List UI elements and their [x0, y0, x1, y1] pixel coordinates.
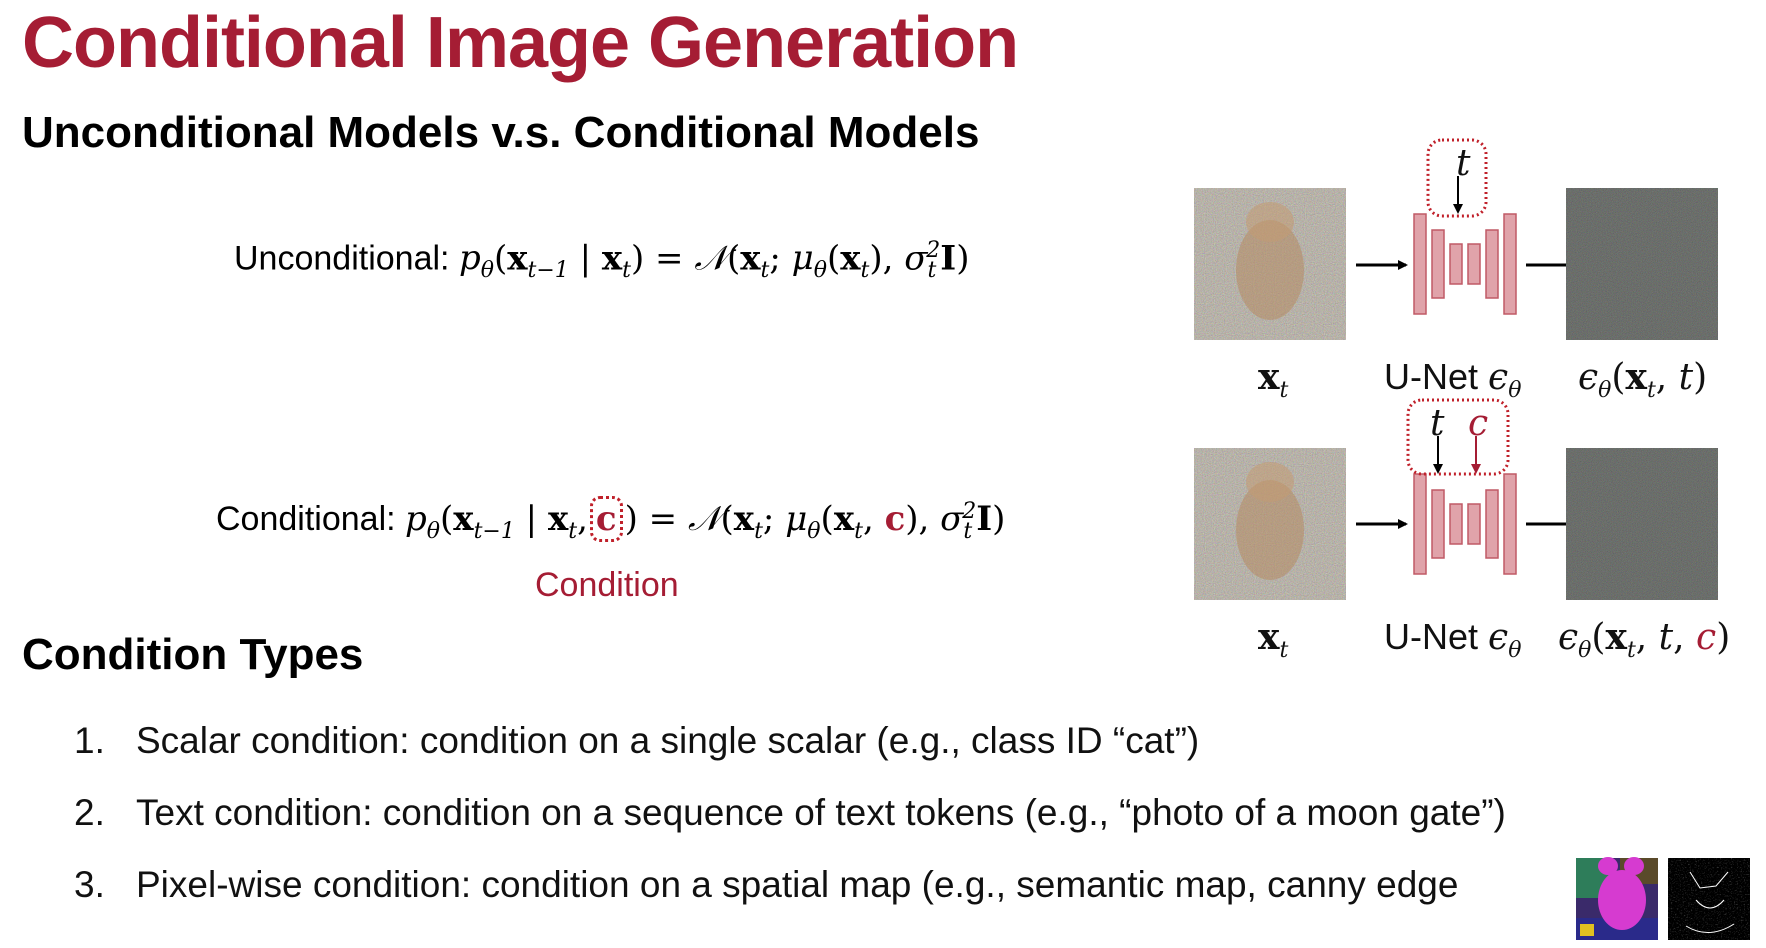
conditional-output-caption: ϵθ(xt, t, c): [1558, 616, 1731, 664]
list-text: Text condition: condition on a sequence …: [136, 792, 1506, 833]
timestep-condition-highlight-box: [1406, 398, 1510, 476]
timestep-highlight-box: [1426, 138, 1488, 218]
canny-edge-image: [1668, 858, 1750, 940]
condition-symbol: c: [595, 499, 617, 539]
list-item: 2. Text condition: condition on a sequenc…: [74, 792, 1506, 834]
unconditional-equation: Unconditional: pθ(xt−1 | xt) = 𝒩(xt; μθ(…: [234, 238, 970, 284]
noisy-cat-image: [1194, 188, 1346, 340]
semantic-map-image: [1576, 857, 1658, 940]
noisy-cat-image: [1194, 448, 1346, 600]
slide-subtitle: Unconditional Models v.s. Conditional Mo…: [22, 108, 980, 157]
unconditional-output-caption: ϵθ(xt, t): [1578, 356, 1708, 404]
noise-image: [1566, 448, 1718, 600]
input-caption: xt: [1258, 356, 1289, 404]
condition-highlight-box: c: [589, 496, 623, 542]
slide-title: Conditional Image Generation: [22, 3, 1019, 83]
noise-image: [1566, 188, 1718, 340]
list-text: Pixel-wise condition: condition on a spa…: [136, 864, 1459, 905]
timestep-symbol: t: [1430, 403, 1445, 444]
list-number: 2.: [74, 792, 105, 833]
input-caption: xt: [1258, 616, 1289, 664]
condition-types-heading: Condition Types: [22, 630, 364, 679]
conditional-label: Conditional:: [216, 500, 396, 538]
condition-symbol: c: [1468, 403, 1489, 444]
list-text: Scalar condition: condition on a single …: [136, 720, 1200, 761]
list-item: 3. Pixel-wise condition: condition on a s…: [74, 864, 1554, 906]
list-item: 1. Scalar condition: condition on a singl…: [74, 720, 1199, 762]
list-number: 1.: [74, 720, 105, 761]
unet-caption: U-Net ϵθ: [1384, 356, 1522, 404]
unet-block: [1413, 213, 1517, 315]
timestep-symbol: t: [1456, 143, 1471, 184]
condition-annotation: Condition: [535, 566, 679, 604]
unet-block: [1413, 473, 1517, 575]
conditional-equation: Conditional: pθ(xt−1 | xt, c) = 𝒩(xt; μθ(…: [216, 496, 1005, 544]
list-number: 3.: [74, 864, 105, 905]
unet-caption: U-Net ϵθ: [1384, 616, 1522, 664]
unconditional-label: Unconditional:: [234, 239, 450, 278]
